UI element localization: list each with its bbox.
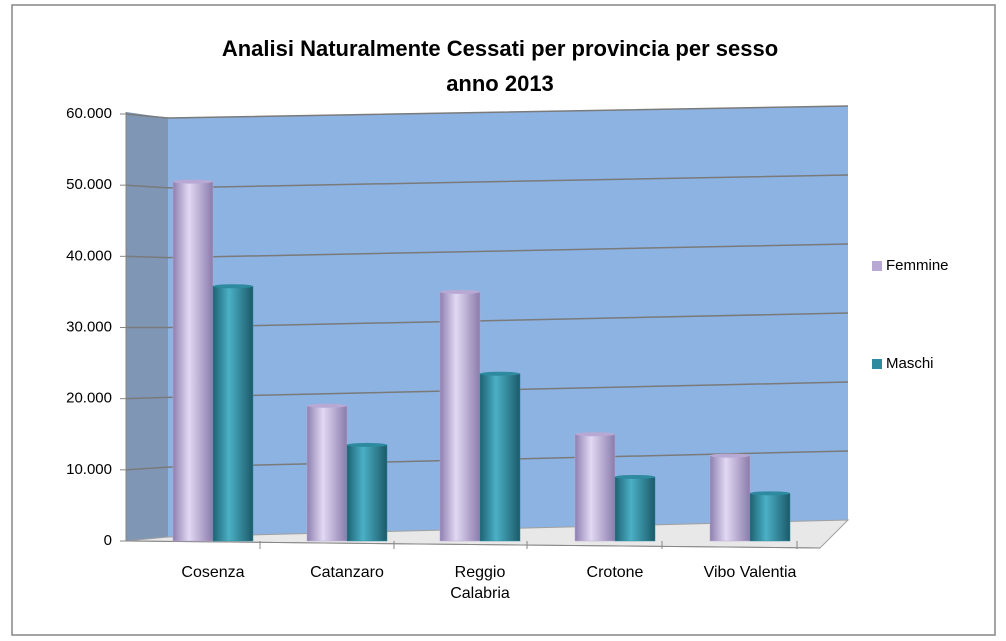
- bar: [709, 455, 751, 542]
- bar-top: [615, 474, 655, 479]
- bar: [574, 434, 616, 542]
- x-tick-label: Crotone: [586, 564, 644, 581]
- y-tick-label: 30.000: [66, 318, 112, 335]
- side-wall: [126, 112, 168, 541]
- bar-top: [347, 442, 387, 447]
- bar-top: [173, 179, 213, 184]
- grid-line: [125, 450, 849, 471]
- bar-top: [710, 453, 750, 458]
- grid-line: [125, 174, 849, 189]
- bar: [749, 493, 791, 542]
- bar: [479, 373, 521, 542]
- legend-swatch: [872, 261, 882, 271]
- grid-line: [125, 105, 849, 119]
- x-tick-label: Cosenza: [181, 564, 245, 581]
- bar-top: [750, 491, 790, 496]
- bar-top: [480, 371, 520, 376]
- y-tick-label: 20.000: [66, 390, 112, 407]
- bar: [172, 181, 214, 542]
- bar-top: [307, 403, 347, 408]
- grid-line: [125, 243, 849, 259]
- y-tick-label: 60.000: [66, 105, 112, 122]
- chart-title: anno 2013: [446, 71, 554, 96]
- legend-label: Maschi: [886, 355, 934, 372]
- bar: [439, 291, 481, 542]
- y-tick-label: 40.000: [66, 247, 112, 264]
- grid-line: [125, 381, 849, 400]
- legend-swatch: [872, 359, 882, 369]
- axis-line: [125, 540, 821, 549]
- bar-top: [575, 432, 615, 437]
- y-tick-label: 10.000: [66, 461, 112, 478]
- x-tick-label: Catanzaro: [310, 564, 384, 581]
- legend-label: Femmine: [886, 257, 949, 274]
- chart-title: Analisi Naturalmente Cessati per provinc…: [222, 36, 778, 61]
- bar-top: [440, 289, 480, 294]
- bar: [614, 476, 656, 542]
- bar: [346, 444, 388, 542]
- bar-top: [213, 284, 253, 289]
- bar: [212, 285, 254, 542]
- y-tick-label: 50.000: [66, 176, 112, 193]
- x-tick-label: Vibo Valentia: [703, 564, 797, 581]
- y-tick-label: 0: [104, 532, 112, 549]
- x-tick-label: Reggio Calabria: [450, 564, 510, 602]
- bar: [306, 405, 348, 542]
- grid-line: [126, 312, 849, 329]
